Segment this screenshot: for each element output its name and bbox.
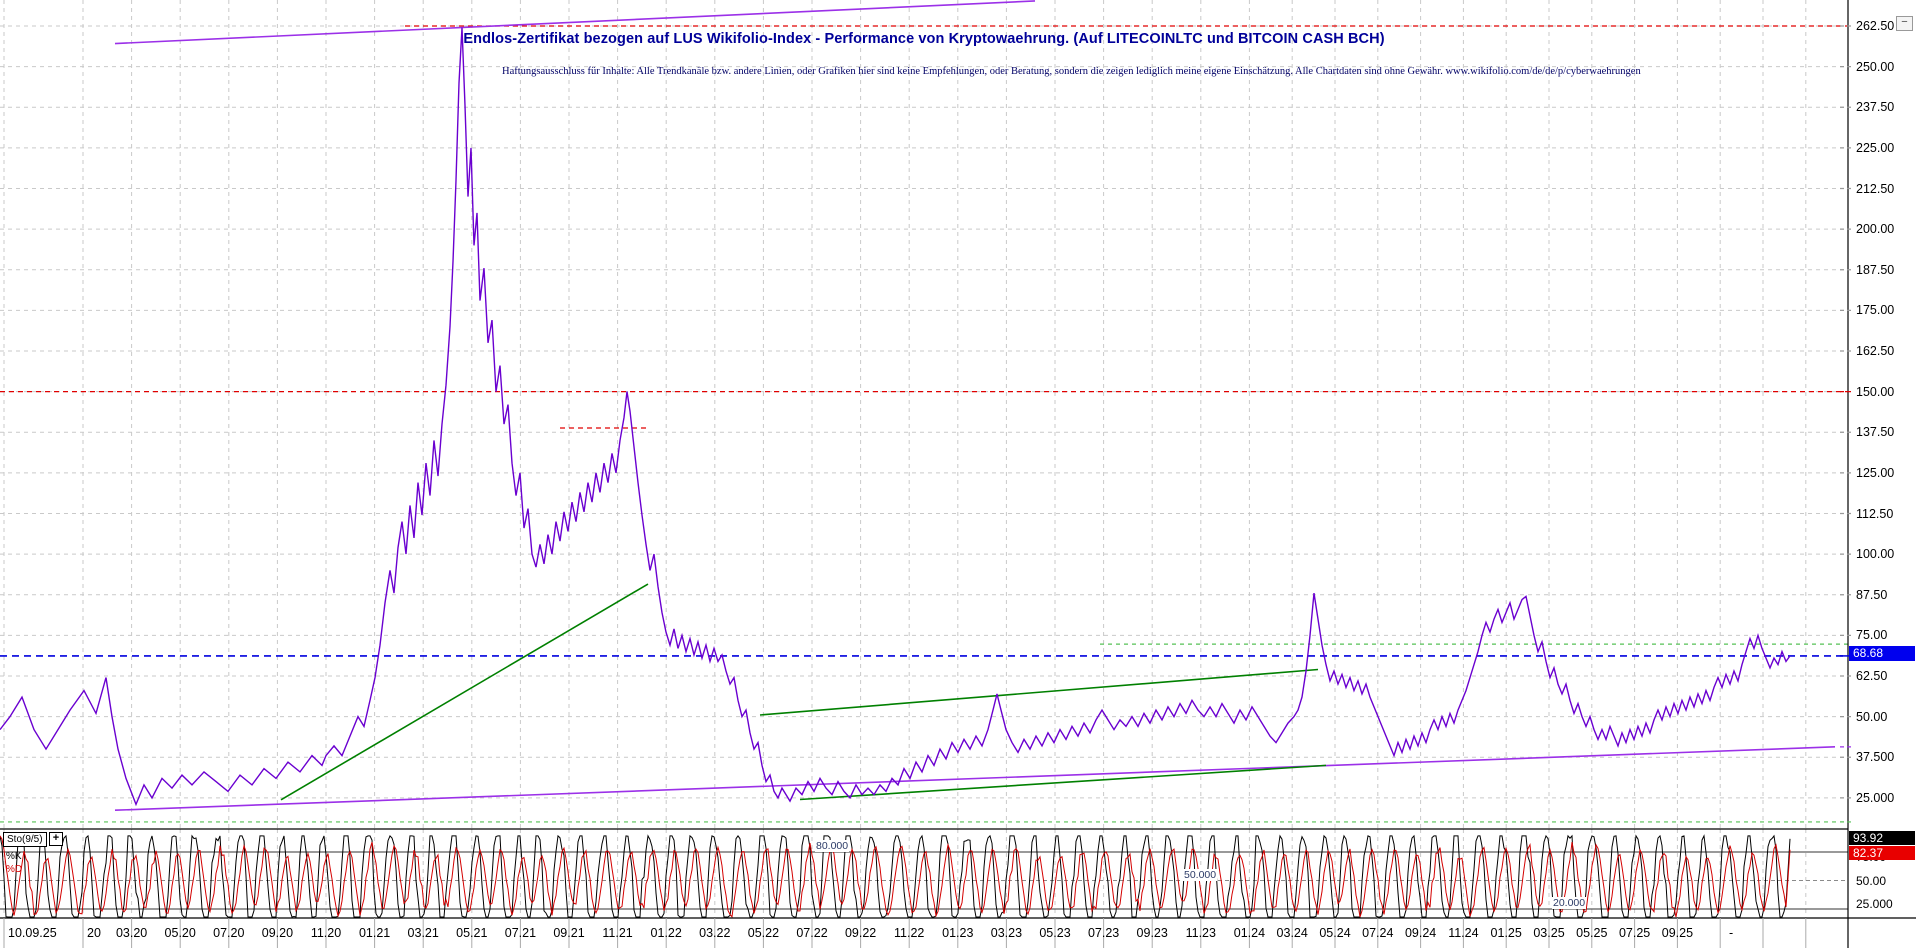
stochastic-level-label: 20.000 [1552,897,1587,909]
x-axis-label: 05.20 [164,926,196,940]
y-axis-label: 237.50 [1856,100,1895,115]
y-axis-label: 187.50 [1856,262,1895,277]
gridlines-layer [0,0,1848,918]
x-axis-label: 03.23 [990,926,1023,940]
x-axis-label: 09.21 [553,926,585,940]
price-line [0,27,1791,807]
y-axis-label: 225.00 [1856,140,1895,155]
y-axis-label: 250.00 [1856,59,1895,74]
page-title: Endlos-Zertifikat bezogen auf LUS Wikifo… [463,31,1385,47]
green-support-2022-24 [799,764,1327,801]
stochastic-d-badge: 82.37 [1849,846,1915,860]
x-axis-label: 01.24 [1233,926,1266,940]
reference-lines-layer [0,25,1848,823]
x-axis-label: 07.21 [504,926,537,940]
stochastic-d-line [0,835,1791,918]
green-support-2020-21 [280,583,649,801]
y-axis-label: 262.50 [1856,19,1895,33]
x-axis-label: 11.23 [1185,926,1216,940]
y-axis-label: 150.00 [1856,384,1895,399]
stochastic-level-label: 50.000 [1183,868,1218,881]
x-axis-label: 03.20 [115,926,148,940]
x-axis-label: 11.22 [894,926,925,940]
y-axis-label: 212.50 [1856,181,1895,196]
minimize-button[interactable]: − [1896,16,1913,31]
stochastic-k-line [0,834,1791,918]
y-axis-label: 37.500 [1856,750,1895,765]
x-axis-label: 07.24 [1362,926,1394,940]
x-axis-label: 11.21 [602,926,633,940]
y-axis-label: 125.00 [1856,465,1895,480]
x-axis-label: 05.23 [1039,926,1071,940]
x-axis-label: 09.25 [1661,926,1694,940]
green-resistance-22-24 [759,668,1319,716]
y-axis-label: 200.00 [1856,222,1895,237]
lower-purple-channel [114,746,1836,812]
x-axis-start-date-label: 10.09.25 [8,926,57,940]
x-axis-label: 07.20 [213,926,245,940]
y-axis-label: 75.00 [1856,628,1888,643]
x-axis-label: 07.23 [1087,926,1120,940]
stochastic-k-badge: 93.92 [1849,831,1915,845]
add-indicator-button[interactable]: + [49,832,63,846]
y-axis-label: 162.50 [1856,344,1895,358]
stochastic-level-label: 80.000 [815,840,850,852]
trend-lines-layer [114,0,1836,812]
x-axis-label: 05.25 [1576,926,1608,940]
x-axis-label: 05.24 [1319,926,1351,940]
x-axis-label: 01.21 [358,926,391,940]
x-axis-label: 09.24 [1404,926,1437,940]
stochastic-d-legend: %D [6,864,23,875]
stochastic-axis-label: 25.000 [1856,897,1893,912]
y-axis-label: 175.00 [1856,303,1895,318]
upper-purple-channel [114,0,1036,45]
x-axis-label: 01.23 [942,926,974,940]
stochastic-k-legend: %K [6,851,22,862]
y-axis-label: 87.50 [1856,587,1888,602]
x-axis-label: 09.22 [844,926,877,940]
x-axis-label: 01.25 [1490,926,1522,940]
y-axis-label: 112.50 [1856,506,1894,521]
x-axis-label: 07.22 [796,926,828,940]
disclaimer-text: Haftungsausschluss für Inhalte: Alle Tre… [502,66,1641,77]
x-axis-label: 03.24 [1276,926,1308,940]
x-axis-label: 07.25 [1618,926,1651,940]
indicator-label-button[interactable]: Sto(9/5) [3,832,47,847]
x-axis-label: 03.21 [407,926,439,940]
x-axis-label: 03.22 [699,926,731,940]
stochastic-layer [0,834,1848,918]
y-axis-label: 137.50 [1856,425,1895,440]
x-axis-label: 03.25 [1533,926,1565,940]
y-axis-label: 50.00 [1856,709,1888,724]
last-price-badge: 68.68 [1849,646,1915,661]
y-axis-label: 25.000 [1856,790,1895,805]
x-axis-label: 11.24 [1448,926,1479,940]
y-axis-label: 100.00 [1856,547,1895,562]
x-axis-label: 05.21 [456,926,488,940]
stochastic-axis-label: 50.00 [1856,873,1887,888]
x-axis-label: 01.22 [650,926,682,940]
price-series [0,27,1791,807]
x-axis-label: 09.23 [1136,926,1168,940]
x-axis-label: 05.22 [747,926,780,940]
x-axis-label: 11.20 [310,926,342,940]
x-axis-label: 20 [87,926,101,940]
x-axis-label: 09.20 [261,926,294,940]
x-axis-empty-placeholder: - [1729,926,1734,940]
y-axis-label: 62.50 [1856,669,1888,683]
